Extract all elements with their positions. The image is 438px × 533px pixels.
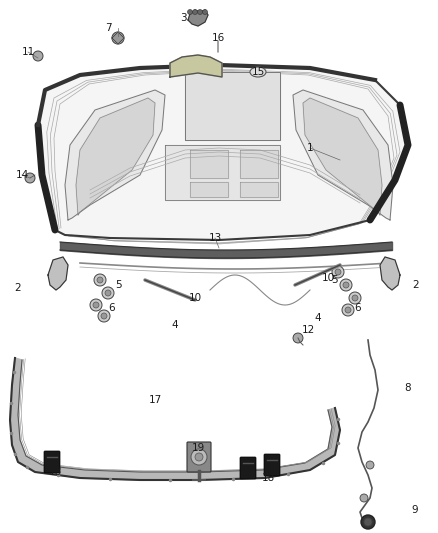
- Text: 7: 7: [105, 23, 111, 33]
- FancyBboxPatch shape: [187, 442, 211, 472]
- Text: 10: 10: [188, 293, 201, 303]
- Circle shape: [33, 51, 43, 61]
- Circle shape: [93, 302, 99, 308]
- Circle shape: [102, 287, 114, 299]
- Text: 16: 16: [212, 33, 225, 43]
- Circle shape: [343, 282, 349, 288]
- Circle shape: [112, 32, 124, 44]
- Text: 9: 9: [412, 505, 418, 515]
- Circle shape: [198, 10, 202, 14]
- Circle shape: [332, 266, 344, 278]
- Circle shape: [361, 515, 375, 529]
- Circle shape: [187, 10, 192, 14]
- Ellipse shape: [250, 67, 266, 77]
- Circle shape: [360, 494, 368, 502]
- Circle shape: [366, 461, 374, 469]
- Polygon shape: [170, 55, 222, 77]
- Circle shape: [349, 292, 361, 304]
- Text: 6: 6: [109, 303, 115, 313]
- Text: 12: 12: [301, 325, 314, 335]
- Polygon shape: [165, 145, 280, 200]
- Text: 2: 2: [15, 283, 21, 293]
- FancyBboxPatch shape: [44, 451, 60, 473]
- Polygon shape: [48, 257, 68, 290]
- Polygon shape: [380, 257, 400, 290]
- Circle shape: [94, 274, 106, 286]
- Text: 5: 5: [332, 275, 338, 285]
- Circle shape: [105, 290, 111, 296]
- Text: 13: 13: [208, 233, 222, 243]
- Polygon shape: [190, 150, 228, 178]
- Text: 4: 4: [172, 320, 178, 330]
- Text: 3: 3: [180, 13, 186, 23]
- Polygon shape: [190, 182, 228, 197]
- Circle shape: [340, 279, 352, 291]
- Polygon shape: [188, 10, 208, 26]
- Text: 14: 14: [15, 170, 28, 180]
- Polygon shape: [185, 72, 280, 140]
- FancyBboxPatch shape: [240, 457, 256, 479]
- Circle shape: [25, 173, 35, 183]
- Circle shape: [90, 299, 102, 311]
- Polygon shape: [76, 98, 155, 215]
- Text: 1: 1: [307, 143, 313, 153]
- Text: 2: 2: [413, 280, 419, 290]
- Text: 4: 4: [314, 313, 321, 323]
- Text: 17: 17: [148, 395, 162, 405]
- Circle shape: [364, 518, 372, 526]
- Circle shape: [98, 310, 110, 322]
- Circle shape: [191, 449, 207, 465]
- Circle shape: [202, 10, 208, 14]
- Text: 8: 8: [405, 383, 411, 393]
- Circle shape: [335, 269, 341, 275]
- Text: 15: 15: [251, 67, 265, 77]
- Polygon shape: [293, 90, 393, 220]
- Text: 10: 10: [321, 273, 335, 283]
- Text: 6: 6: [355, 303, 361, 313]
- Polygon shape: [240, 150, 278, 178]
- Polygon shape: [38, 65, 408, 240]
- Circle shape: [293, 333, 303, 343]
- Circle shape: [195, 453, 203, 461]
- Text: 18: 18: [261, 473, 275, 483]
- Polygon shape: [112, 32, 124, 44]
- Polygon shape: [10, 358, 340, 480]
- Text: 5: 5: [115, 280, 121, 290]
- Circle shape: [342, 304, 354, 316]
- Circle shape: [97, 277, 103, 283]
- Circle shape: [101, 313, 107, 319]
- Circle shape: [345, 307, 351, 313]
- Polygon shape: [240, 182, 278, 197]
- Polygon shape: [65, 90, 165, 220]
- FancyBboxPatch shape: [264, 454, 280, 476]
- Text: 18: 18: [48, 467, 62, 477]
- Text: 11: 11: [21, 47, 35, 57]
- Circle shape: [192, 10, 198, 14]
- Polygon shape: [303, 98, 382, 215]
- Circle shape: [352, 295, 358, 301]
- Text: 19: 19: [191, 443, 205, 453]
